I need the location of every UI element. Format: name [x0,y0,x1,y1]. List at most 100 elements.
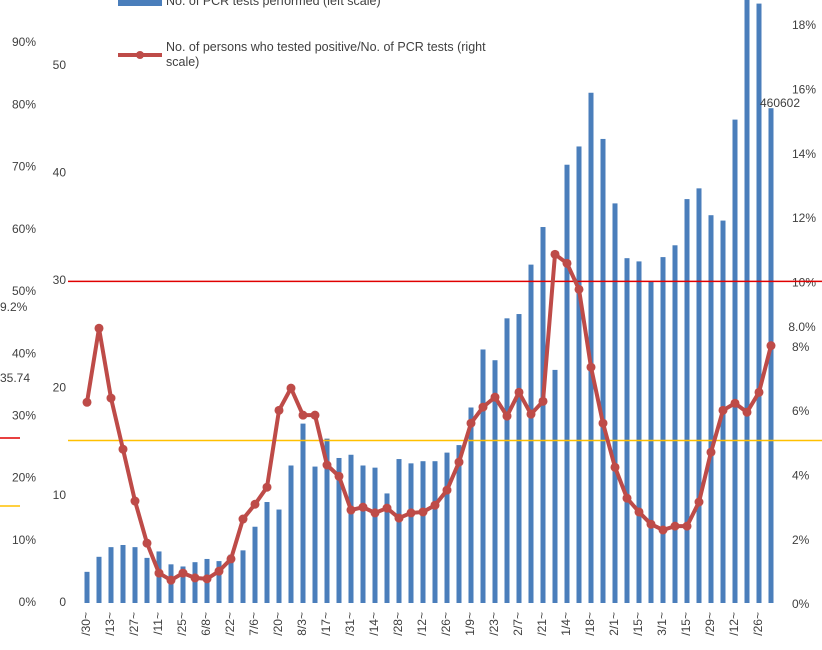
bar [348,454,354,603]
bg-tick-label: 70% [12,160,36,174]
bar [216,561,222,603]
y-tick-label: 0 [59,595,66,609]
bar [384,493,390,603]
bar [192,562,198,603]
line-point [586,362,596,372]
bg-tick-label: 60% [12,222,36,236]
x-tick-label: /12~ [415,612,429,636]
bar [564,164,570,603]
x-tick-label: /23~ [487,612,501,636]
y-tick-label: 50 [53,58,67,72]
line-point [646,519,656,529]
bar [480,349,486,603]
bar [768,108,774,603]
line-point [346,505,356,515]
bar [756,3,762,604]
line-point [742,407,752,417]
bg-tick-label: 0% [19,595,37,609]
line-point [370,508,380,518]
line-point [706,447,716,457]
x-tick-label: /25~ [175,612,189,636]
bar [420,461,426,603]
line-point [454,457,464,467]
y2-tick-label: 14% [792,147,816,161]
legend-swatch [136,51,144,59]
line-point [310,410,320,420]
x-tick-label: /30~ [79,612,93,636]
y-tick-label: 20 [53,380,67,394]
y-tick-label: 10 [53,488,67,502]
y2-tick-label: 12% [792,211,816,225]
line-point [538,396,548,406]
bg-tick-label: 90% [12,35,36,49]
bar [576,146,582,603]
line-point [526,409,536,419]
x-tick-label: /26~ [751,612,765,636]
bar [444,452,450,603]
x-tick-label: /18~ [583,612,597,636]
bar [84,571,90,603]
y2-tick-label: 8% [792,340,810,354]
line-point [622,493,632,503]
bar [528,264,534,603]
y-tick-label: 30 [53,273,67,287]
line-point [166,575,176,585]
annotation: 8.0% [788,320,816,334]
line-point [298,410,308,420]
legend-label: No. of persons who tested positive/No. o… [166,40,486,69]
x-tick-label: /14~ [367,612,381,636]
legend-label: No. of PCR tests performed (left scale) [166,0,381,8]
x-tick-label: /21~ [535,612,549,636]
x-tick-label: /12~ [727,612,741,636]
line-point [754,387,764,397]
x-tick-label: /29~ [703,612,717,636]
line-point [574,284,584,294]
y2-tick-label: 10% [792,276,816,290]
line-point [418,507,428,517]
line-point [250,499,260,509]
bg-tick-label: 30% [12,409,36,423]
bar [120,544,126,603]
line-point [94,323,104,333]
line-point [682,521,692,531]
x-tick-label: 1/9~ [463,612,477,636]
bar [456,445,462,603]
line-point [118,444,128,454]
bg-fragment: 35.74 [0,371,30,385]
line-point [466,418,476,428]
bar [300,423,306,603]
bar [180,566,186,603]
line-point [562,258,572,268]
bar [228,554,234,603]
line-point [82,397,92,407]
x-tick-label: /15~ [679,612,693,636]
line-point [442,485,452,495]
line-point [226,554,236,564]
line-point [490,392,500,402]
x-tick-label: /28~ [391,612,405,636]
line-point [598,418,608,428]
bar [696,188,702,603]
bar [432,461,438,603]
bar [264,502,270,603]
y2-tick-label: 16% [792,83,816,97]
x-tick-label: /13~ [103,612,117,636]
y2-tick-label: 0% [792,597,810,611]
bg-tick-label: 20% [12,471,36,485]
line-point [766,341,776,351]
bar [660,257,666,603]
bar [336,457,342,603]
line-point [262,482,272,492]
y2-tick-label: 2% [792,533,810,547]
x-tick-label: /17~ [319,612,333,636]
line-point [670,521,680,531]
line-point [274,405,284,415]
bar [552,369,558,603]
bar [684,199,690,603]
line-point [394,513,404,523]
x-tick-label: /11~ [151,612,165,635]
bar [708,215,714,603]
x-tick-label: 7/6~ [247,612,261,636]
